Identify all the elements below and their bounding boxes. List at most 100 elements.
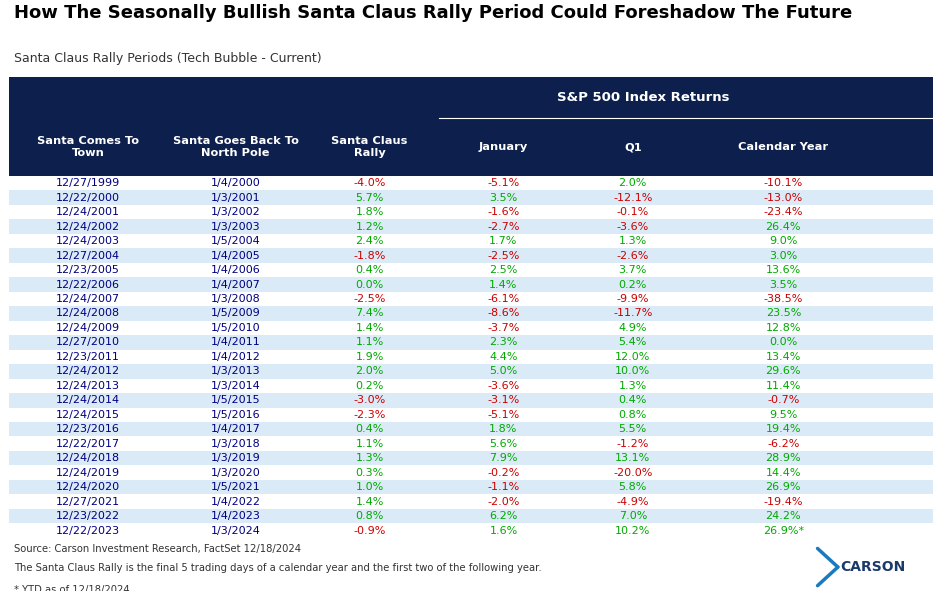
Text: 1.3%: 1.3% [619, 236, 647, 246]
Text: 12/24/2012: 12/24/2012 [56, 366, 120, 376]
Text: 19.4%: 19.4% [766, 424, 801, 434]
Bar [9, 321, 933, 335]
Text: 1/5/2016: 1/5/2016 [211, 410, 260, 420]
Text: 12/27/2004: 12/27/2004 [56, 251, 120, 261]
Text: 6.2%: 6.2% [489, 511, 518, 521]
Text: 12.0%: 12.0% [615, 352, 650, 362]
Bar [9, 335, 933, 350]
Text: 12/24/2013: 12/24/2013 [56, 381, 119, 391]
Text: 12/23/2016: 12/23/2016 [56, 424, 119, 434]
Text: -2.3%: -2.3% [354, 410, 385, 420]
Bar [9, 190, 933, 205]
Text: 1.4%: 1.4% [355, 496, 383, 506]
Text: Santa Claus
Rally: Santa Claus Rally [331, 136, 408, 158]
Bar [9, 219, 933, 234]
Text: 14.4%: 14.4% [766, 467, 801, 478]
Text: 29.6%: 29.6% [766, 366, 801, 376]
Text: 0.2%: 0.2% [355, 381, 383, 391]
Text: 5.0%: 5.0% [490, 366, 518, 376]
Bar [9, 234, 933, 248]
Text: 1.1%: 1.1% [355, 337, 383, 348]
Text: -11.7%: -11.7% [613, 309, 652, 319]
Bar [9, 77, 933, 176]
Bar [9, 393, 933, 408]
Text: 1.1%: 1.1% [355, 439, 383, 449]
Text: 0.3%: 0.3% [355, 467, 383, 478]
Text: Santa Comes To
Town: Santa Comes To Town [36, 136, 139, 158]
Text: S&P 500 Index Returns: S&P 500 Index Returns [557, 91, 730, 104]
Text: 12/27/2021: 12/27/2021 [56, 496, 120, 506]
Text: -20.0%: -20.0% [613, 467, 652, 478]
Bar [9, 306, 933, 321]
Text: 1/3/2019: 1/3/2019 [211, 453, 260, 463]
Bar [9, 480, 933, 495]
Text: 26.4%: 26.4% [766, 222, 801, 232]
Text: 1/3/2018: 1/3/2018 [211, 439, 260, 449]
Bar [9, 176, 933, 190]
Text: 7.9%: 7.9% [489, 453, 518, 463]
Text: 1/3/2020: 1/3/2020 [211, 467, 260, 478]
Text: 0.4%: 0.4% [355, 265, 383, 275]
Bar [9, 524, 933, 538]
Bar [9, 408, 933, 422]
Text: -4.9%: -4.9% [617, 496, 649, 506]
Text: Q1: Q1 [624, 142, 642, 152]
Bar [9, 422, 933, 437]
Text: 26.9%: 26.9% [766, 482, 801, 492]
Text: 5.7%: 5.7% [355, 193, 383, 203]
Text: 12/24/2009: 12/24/2009 [56, 323, 120, 333]
Text: -38.5%: -38.5% [764, 294, 803, 304]
Text: -6.1%: -6.1% [487, 294, 520, 304]
Text: 4.4%: 4.4% [489, 352, 518, 362]
Text: 12/23/2005: 12/23/2005 [56, 265, 119, 275]
Text: 7.4%: 7.4% [355, 309, 383, 319]
Text: 2.3%: 2.3% [489, 337, 518, 348]
Text: 12/22/2023: 12/22/2023 [56, 525, 120, 535]
Text: * YTD as of 12/18/2024: * YTD as of 12/18/2024 [14, 584, 130, 591]
Text: 1/5/2010: 1/5/2010 [211, 323, 260, 333]
Text: -10.1%: -10.1% [764, 178, 803, 188]
Text: -0.2%: -0.2% [487, 467, 520, 478]
Text: -3.7%: -3.7% [487, 323, 520, 333]
Text: 10.2%: 10.2% [615, 525, 650, 535]
Text: How The Seasonally Bullish Santa Claus Rally Period Could Foreshadow The Future: How The Seasonally Bullish Santa Claus R… [14, 4, 852, 22]
Text: 12/23/2011: 12/23/2011 [56, 352, 119, 362]
Text: 5.5%: 5.5% [619, 424, 647, 434]
Text: 26.9%*: 26.9%* [763, 525, 804, 535]
Text: 3.0%: 3.0% [769, 251, 798, 261]
Text: 2.5%: 2.5% [489, 265, 518, 275]
Text: -5.1%: -5.1% [487, 178, 520, 188]
Text: -9.9%: -9.9% [617, 294, 649, 304]
Text: -12.1%: -12.1% [613, 193, 652, 203]
Text: -4.0%: -4.0% [354, 178, 385, 188]
Text: 1.9%: 1.9% [355, 352, 383, 362]
Text: 1/4/2011: 1/4/2011 [211, 337, 260, 348]
Text: -2.5%: -2.5% [354, 294, 385, 304]
Text: 12/24/2002: 12/24/2002 [56, 222, 120, 232]
Text: 2.0%: 2.0% [619, 178, 647, 188]
Text: 12/22/2000: 12/22/2000 [56, 193, 119, 203]
Text: January: January [479, 142, 528, 152]
Text: 1.8%: 1.8% [355, 207, 383, 217]
Text: -1.6%: -1.6% [487, 207, 520, 217]
Text: -1.1%: -1.1% [487, 482, 520, 492]
Text: 3.5%: 3.5% [490, 193, 518, 203]
Text: The Santa Claus Rally is the final 5 trading days of a calendar year and the fir: The Santa Claus Rally is the final 5 tra… [14, 563, 541, 573]
Bar [9, 437, 933, 451]
Bar [9, 509, 933, 524]
Text: 2.4%: 2.4% [355, 236, 383, 246]
Text: 1.6%: 1.6% [490, 525, 518, 535]
Text: 1.4%: 1.4% [489, 280, 518, 290]
Text: 1/4/2000: 1/4/2000 [211, 178, 260, 188]
Bar [9, 248, 933, 263]
Text: 9.0%: 9.0% [769, 236, 798, 246]
Text: Santa Claus Rally Periods (Tech Bubble - Current): Santa Claus Rally Periods (Tech Bubble -… [14, 52, 322, 65]
Text: 1/4/2007: 1/4/2007 [211, 280, 260, 290]
Text: 1/5/2021: 1/5/2021 [211, 482, 260, 492]
Text: 24.2%: 24.2% [766, 511, 801, 521]
Text: 1/4/2006: 1/4/2006 [211, 265, 260, 275]
Text: 7.0%: 7.0% [619, 511, 647, 521]
Text: -3.6%: -3.6% [617, 222, 649, 232]
Text: -3.0%: -3.0% [354, 395, 385, 405]
Text: 5.6%: 5.6% [490, 439, 518, 449]
